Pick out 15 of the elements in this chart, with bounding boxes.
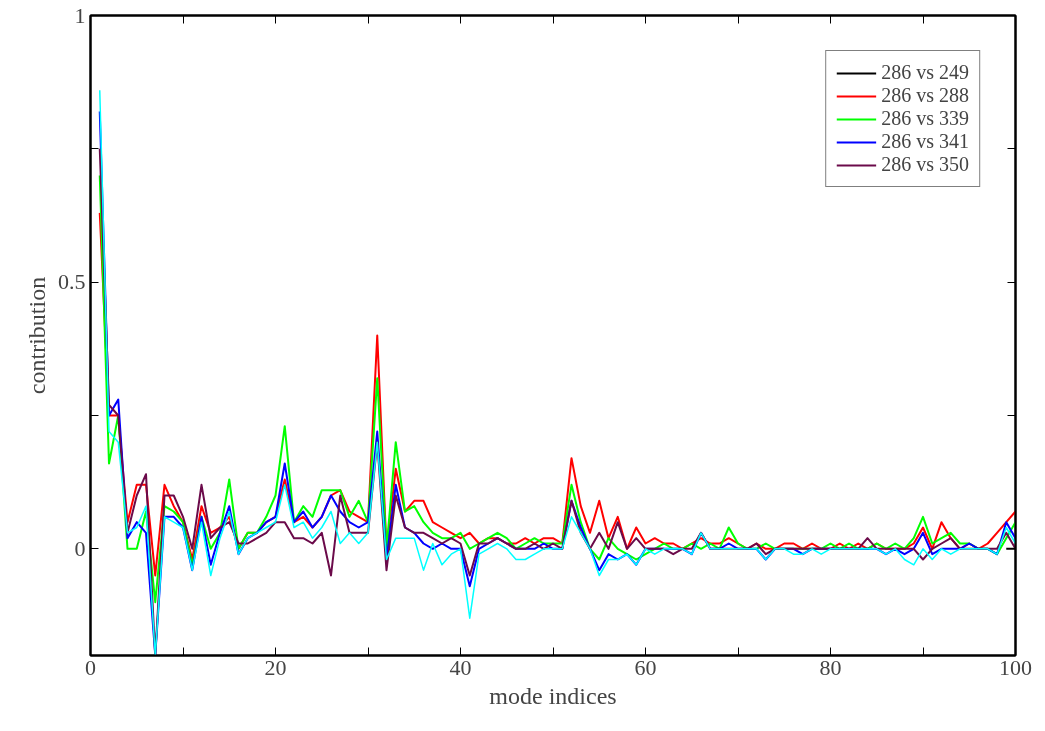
legend-label: 286 vs 350 [881, 153, 969, 176]
x-tick-label: 80 [819, 654, 842, 680]
legend-label: 286 vs 341 [881, 130, 969, 153]
x-tick-label: 40 [449, 654, 472, 680]
legend-label: 286 vs 339 [881, 107, 969, 130]
y-axis-title: contribution [24, 276, 50, 395]
x-tick-label: 100 [999, 654, 1032, 680]
legend-label: 286 vs 288 [881, 84, 969, 107]
y-tick-label: 0.5 [58, 269, 86, 295]
y-tick-label: 1 [74, 2, 86, 28]
x-tick-label: 60 [634, 654, 657, 680]
x-tick-label: 20 [264, 654, 287, 680]
x-axis-title: mode indices [489, 682, 617, 709]
y-tick-label: 0 [74, 535, 86, 561]
legend-label: 286 vs 249 [881, 61, 969, 84]
